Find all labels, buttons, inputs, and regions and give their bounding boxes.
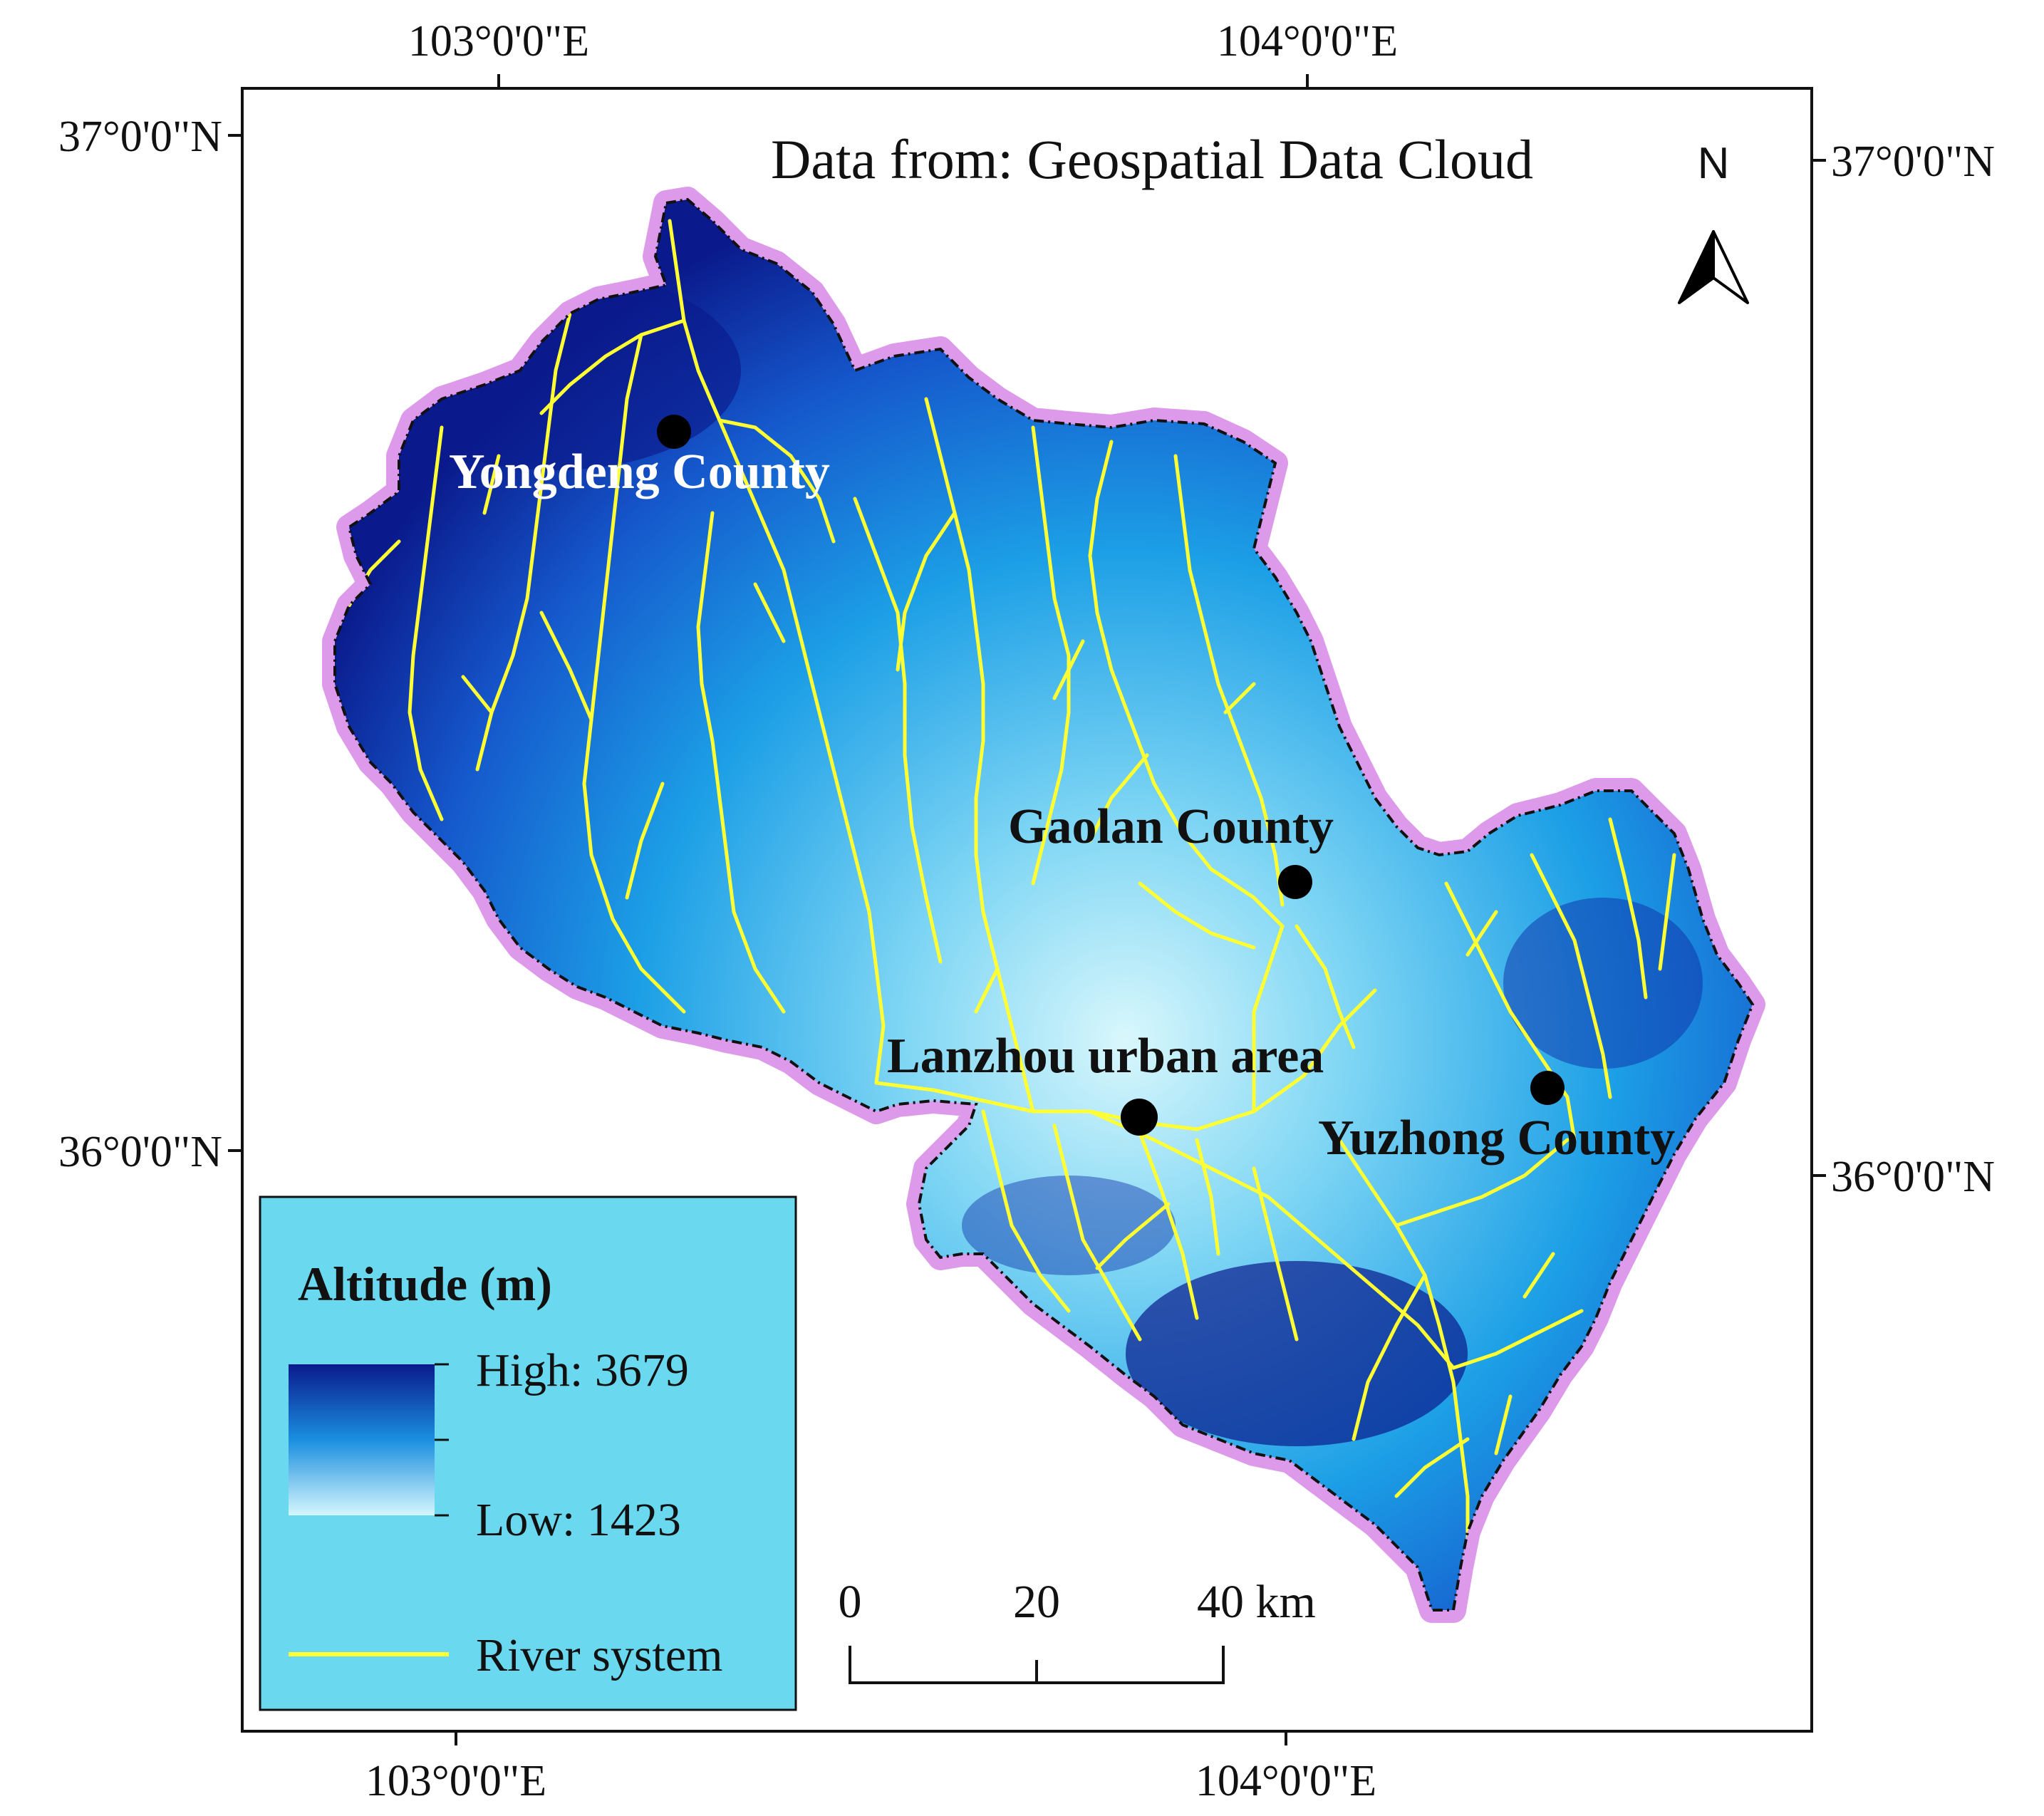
lon-label-top-1: 103°0'0"E (408, 17, 589, 66)
north-arrow-label: N (1698, 139, 1730, 188)
scale-bar: 0 20 40 km (839, 1576, 1316, 1684)
legend-color-ramp (289, 1364, 435, 1515)
lat-label-left-2: 36°0'0"N (58, 1128, 222, 1176)
place-label-yuzhong: Yuzhong County (1318, 1111, 1675, 1166)
legend-low-label: Low: 1423 (476, 1494, 681, 1546)
legend: Altitude (m) High: 3679 Low: 1423 River … (259, 1195, 797, 1711)
place-marker-yuzhong (1530, 1071, 1565, 1105)
lon-label-top-2: 104°0'0"E (1217, 17, 1398, 66)
legend-high-label: High: 3679 (476, 1344, 689, 1396)
place-marker-yongdeng (657, 415, 691, 449)
lon-label-bottom-1: 103°0'0"E (365, 1757, 546, 1805)
legend-title: Altitude (m) (298, 1257, 552, 1311)
legend-river-label: River system (476, 1629, 722, 1681)
lat-label-right-2: 36°0'0"N (1831, 1153, 1995, 1201)
elevation-surface (335, 199, 1753, 1610)
scale-label-20: 20 (1013, 1576, 1060, 1628)
north-arrow-icon: N (1678, 139, 1749, 304)
river-network (347, 219, 1676, 1555)
lat-label-right-1: 37°0'0"N (1831, 138, 1995, 186)
scale-label-40: 40 km (1197, 1576, 1316, 1628)
place-label-lanzhou: Lanzhou urban area (887, 1029, 1324, 1084)
place-label-yongdeng: Yongdeng County (449, 445, 830, 499)
scale-label-0: 0 (839, 1576, 862, 1628)
place-marker-gaolan (1278, 865, 1312, 899)
place-marker-lanzhou (1121, 1099, 1158, 1136)
graticule-ticks (228, 74, 1826, 1745)
lat-label-left-1: 37°0'0"N (58, 113, 222, 161)
legend-ramp-ticks (435, 1363, 449, 1517)
study-area-boundary (333, 197, 1755, 1612)
lon-label-bottom-2: 104°0'0"E (1195, 1757, 1376, 1805)
data-credit: Data from: Geospatial Data Cloud (771, 128, 1533, 190)
place-label-gaolan: Gaolan County (1008, 799, 1334, 854)
